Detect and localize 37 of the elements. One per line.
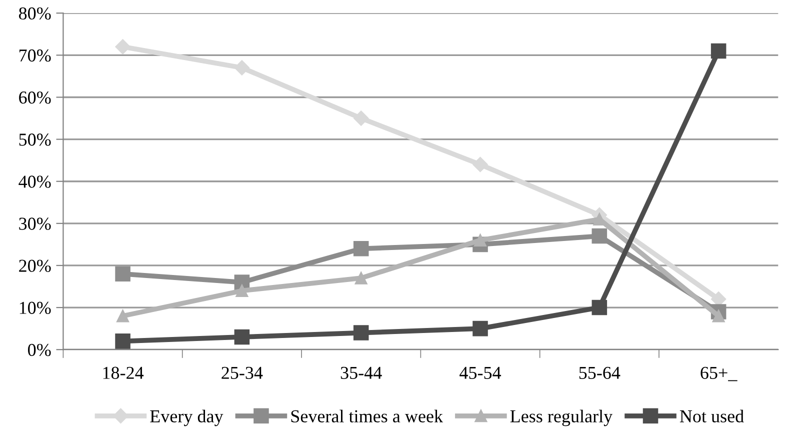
legend-label: Every day: [150, 410, 224, 426]
y-tick-label: 80%: [18, 7, 51, 20]
legend-label: Less regularly: [510, 410, 613, 426]
point: [116, 310, 130, 322]
y-tick-label: 50%: [19, 134, 51, 146]
point: [234, 329, 250, 345]
y-tick-label: 60%: [19, 91, 51, 104]
y-tick-label: 20%: [19, 260, 51, 272]
point: [354, 272, 368, 284]
point: [710, 43, 726, 59]
x-tick-label: 65+_: [700, 366, 738, 382]
y-tick-label: 70%: [19, 49, 51, 62]
point: [472, 320, 488, 336]
x-tick-label: 45-54: [460, 366, 502, 379]
x-tick-label: 55-64: [579, 366, 620, 379]
point: [234, 60, 250, 76]
point: [353, 325, 369, 340]
y-tick-label: 30%: [19, 218, 51, 230]
legend-label: Not used: [680, 410, 744, 422]
point: [592, 300, 608, 316]
point: [115, 266, 130, 282]
point: [474, 234, 487, 246]
x-tick-label: 18-24: [103, 366, 144, 379]
point: [236, 284, 248, 297]
point: [115, 334, 130, 349]
y-tick-label: 10%: [20, 302, 51, 314]
point: [712, 310, 725, 322]
point: [472, 156, 488, 172]
point: [354, 110, 369, 126]
x-tick-label: 35-44: [340, 366, 382, 379]
y-tick-label: 0%: [28, 344, 51, 356]
point: [115, 39, 130, 54]
point: [592, 228, 608, 244]
legend-label: Several times a week: [291, 410, 444, 422]
y-tick-label: 40%: [18, 176, 51, 188]
point: [353, 241, 369, 256]
x-tick-label: 25-34: [222, 366, 263, 379]
